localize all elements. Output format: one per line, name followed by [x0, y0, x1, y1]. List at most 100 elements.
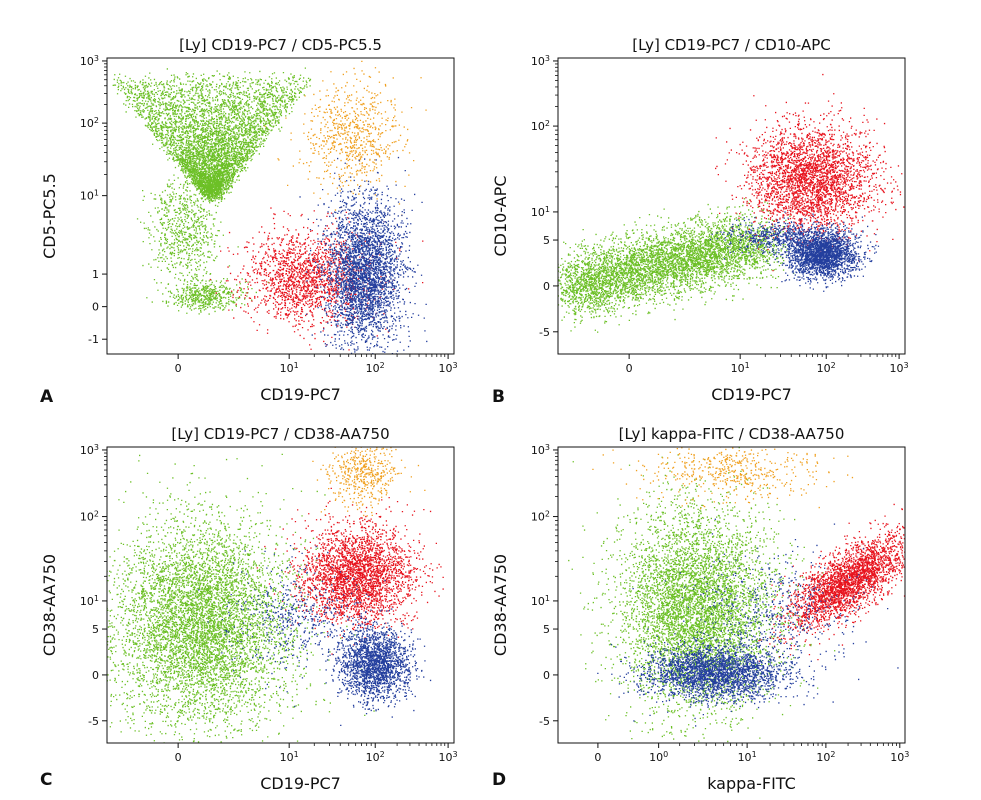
x-tick-label: 102: [817, 361, 836, 376]
x-axis-label: kappa-FITC: [707, 774, 796, 793]
y-tick-label: -5: [88, 715, 99, 728]
chart-title: [Ly] kappa-FITC / CD38-AA750: [619, 425, 845, 443]
y-tick-label: 102: [531, 509, 550, 524]
scatter-points: [568, 447, 905, 743]
x-tick-label: 100: [649, 750, 668, 765]
panel-C: [Ly] CD19-PC7 / CD38-AA750 0 101 102 103 -5 0 5…: [40, 425, 458, 793]
population-orange: [264, 58, 427, 216]
y-tick-label: 101: [80, 188, 99, 203]
data-point-cloud-green: [558, 198, 795, 333]
x-tick-label: 101: [280, 361, 299, 376]
y-axis-label: CD38-AA750: [40, 554, 59, 656]
x-tick-label: 103: [890, 361, 909, 376]
panel-label: B: [492, 387, 505, 407]
population-red: [758, 503, 905, 662]
population-green: [136, 164, 239, 303]
population-orange: [312, 447, 426, 517]
x-axis-label: CD19-PC7: [260, 385, 341, 404]
panel-A: [Ly] CD19-PC7 / CD5-PC5.5 0 101 102 103 -1 0 1 1…: [40, 36, 458, 407]
data-point-cloud-red: [256, 487, 444, 655]
population-blue: [325, 602, 432, 726]
y-tick-label: -5: [539, 326, 550, 339]
y-axis-label: CD38-AA750: [491, 554, 510, 656]
y-tick-label: 102: [80, 509, 99, 524]
data-point-cloud-orange: [312, 447, 426, 517]
population-red: [256, 487, 444, 655]
x-tick-label: 0: [594, 751, 601, 764]
plot-frame: [106, 446, 455, 744]
x-axis-label: CD19-PC7: [260, 774, 341, 793]
chart-title: [Ly] CD19-PC7 / CD5-PC5.5: [179, 36, 382, 54]
y-tick-label: 103: [80, 442, 99, 457]
y-axis-label: CD5-PC5.5: [40, 173, 59, 259]
y-tick-label: 101: [531, 204, 550, 219]
y-tick-label: 102: [531, 119, 550, 134]
data-point-cloud-green: [136, 164, 239, 303]
panel-label: C: [40, 770, 52, 790]
x-tick-label: 0: [626, 362, 633, 375]
panel-label: D: [492, 770, 506, 790]
data-point-cloud-orange: [264, 58, 427, 216]
panel-D: [Ly] kappa-FITC / CD38-AA750 0 100 101 102 10…: [491, 425, 909, 793]
population-blue: [597, 623, 860, 727]
plot-frame: [106, 57, 455, 355]
data-point-cloud-blue: [632, 518, 899, 706]
y-tick-label: 101: [531, 593, 550, 608]
x-tick-label: 103: [439, 750, 458, 765]
x-axis-label: CD19-PC7: [711, 385, 792, 404]
scatter-points: [558, 73, 905, 333]
x-tick-label: 101: [280, 750, 299, 765]
data-point-cloud-orange: [592, 447, 854, 510]
y-tick-label: 0: [92, 669, 99, 682]
y-tick-label: 103: [531, 53, 550, 68]
y-tick-label: -1: [88, 333, 99, 346]
data-point-cloud-blue: [299, 156, 428, 354]
scatter-points: [107, 447, 444, 743]
plot-frame: [557, 446, 906, 744]
y-tick-label: 0: [543, 669, 550, 682]
scatter-points: [112, 58, 428, 354]
x-tick-label: 101: [738, 750, 757, 765]
population-green: [112, 67, 312, 204]
panel-label: A: [40, 387, 54, 407]
x-tick-label: 101: [731, 361, 750, 376]
data-point-cloud-red: [758, 503, 905, 662]
y-tick-label: 0: [92, 301, 99, 314]
population-blue: [762, 213, 880, 292]
population-green: [558, 198, 795, 333]
population-blue: [299, 156, 428, 354]
data-point-cloud-blue: [325, 602, 432, 726]
x-tick-label: 0: [175, 751, 182, 764]
data-point-cloud-blue: [597, 623, 860, 727]
y-tick-label: 102: [80, 116, 99, 130]
data-point-cloud-green: [112, 67, 312, 204]
x-tick-label: 102: [366, 750, 385, 765]
y-tick-label: 101: [80, 593, 99, 608]
population-green: [146, 270, 269, 315]
y-tick-label: -5: [539, 715, 550, 728]
y-tick-label: 5: [92, 623, 99, 636]
x-tick-label: 0: [175, 362, 182, 375]
y-tick-label: 103: [531, 442, 550, 457]
x-tick-label: 103: [890, 750, 909, 765]
plot-frame: [557, 57, 906, 355]
population-green: [107, 453, 375, 743]
population-orange: [592, 447, 854, 510]
population-blue: [632, 518, 899, 706]
chart-title: [Ly] CD19-PC7 / CD10-APC: [632, 36, 830, 54]
y-axis-label: CD10-APC: [491, 175, 510, 256]
data-point-cloud-green: [146, 270, 269, 315]
y-tick-label: 5: [543, 234, 550, 247]
y-tick-label: 103: [80, 53, 99, 68]
y-tick-label: 0: [543, 280, 550, 293]
population-red: [715, 73, 905, 272]
data-point-cloud-green: [107, 453, 375, 743]
y-tick-label: 5: [543, 623, 550, 636]
x-tick-label: 103: [439, 361, 458, 376]
x-tick-label: 102: [366, 361, 385, 376]
panel-B: [Ly] CD19-PC7 / CD10-APC 0 101 102 103 -5 0 5 10…: [491, 36, 909, 407]
y-tick-label: 1: [92, 268, 99, 281]
chart-title: [Ly] CD19-PC7 / CD38-AA750: [171, 425, 389, 443]
x-tick-label: 102: [816, 750, 835, 765]
